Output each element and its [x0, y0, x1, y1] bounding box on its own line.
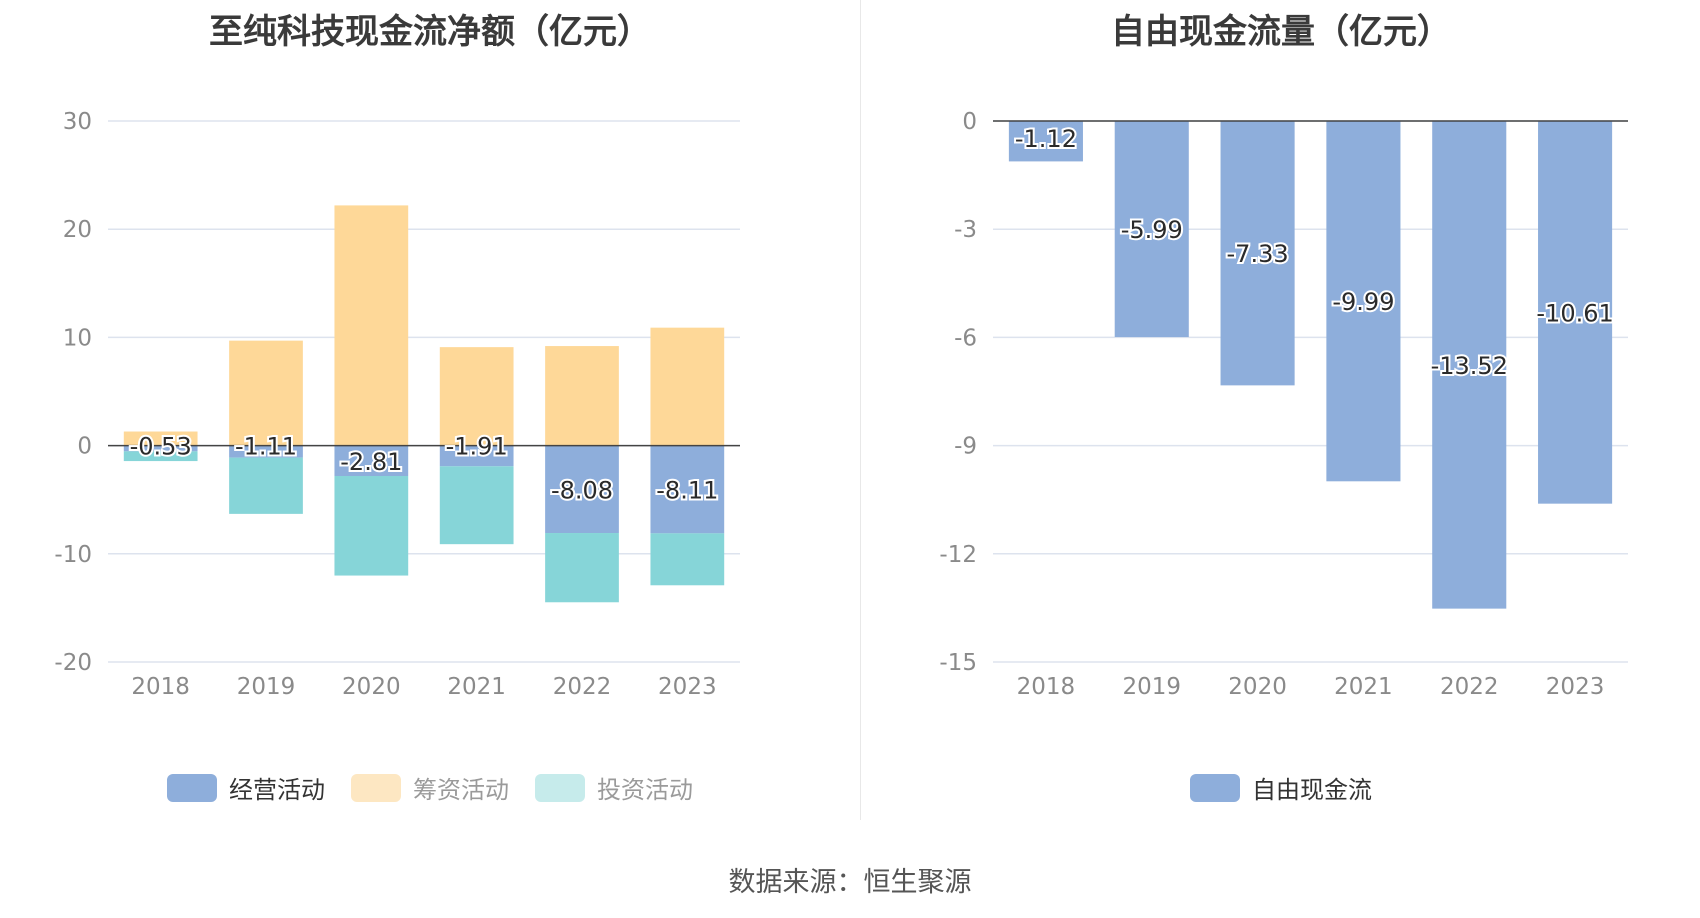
bar-经营活动-2021[interactable]	[439, 445, 514, 467]
legend-item-financing[interactable]: 筹资活动	[351, 770, 509, 805]
bar-经营活动-2018[interactable]	[123, 445, 198, 452]
y-tick-label: -12	[939, 542, 977, 568]
bar-投资活动-2022[interactable]	[545, 533, 619, 603]
bar-投资活动-2023[interactable]	[650, 533, 725, 586]
bar-筹资活动-2021[interactable]	[439, 347, 514, 446]
x-tick-label: 2023	[658, 674, 717, 700]
y-tick-label: 30	[63, 109, 92, 135]
left-chart-plot: 30 20 10 0 -10 -20 2018 2019 2020 2021 2022 2023 -0.…	[54, 109, 740, 700]
data-label-2018: -0.53	[130, 433, 192, 461]
x-tick-label: 2021	[447, 674, 506, 700]
panel-divider	[860, 0, 861, 820]
y-tick-label: -9	[954, 434, 977, 460]
data-label-2020: -2.81	[340, 448, 402, 476]
legend-swatch-operating	[167, 773, 217, 802]
legend-label-financing: 筹资活动	[413, 776, 509, 804]
x-tick-label: 2019	[1122, 674, 1181, 700]
data-label-2023: -8.11	[656, 476, 718, 504]
data-label-2019: -1.11	[235, 433, 297, 461]
legend-item-free-cash-flow[interactable]: 自由现金流	[1190, 770, 1372, 805]
legend-label-investing: 投资活动	[597, 776, 693, 804]
data-label-2021: -9.99	[1332, 288, 1394, 316]
bar-投资活动-2020[interactable]	[334, 476, 409, 576]
x-tick-label: 2018	[131, 674, 190, 700]
x-tick-label: 2020	[1228, 674, 1287, 700]
data-label-2020: -7.33	[1227, 240, 1289, 268]
left-chart-title: 至纯科技现金流净额（亿元）	[209, 12, 651, 52]
bar-筹资活动-2019[interactable]	[229, 340, 303, 446]
y-tick-label: 0	[962, 109, 977, 135]
right-chart-plot: 0 -3 -6 -9 -12 -15 2018 2019 2020 2021 2022 2023 -1.…	[939, 109, 1628, 700]
bar-自由现金流-2020[interactable]	[1220, 121, 1295, 386]
bar-投资活动-2018[interactable]	[123, 451, 198, 462]
bar-经营活动-2022[interactable]	[545, 445, 619, 534]
y-tick-label: -15	[939, 650, 977, 676]
right-chart-legend: 自由现金流	[862, 770, 1700, 805]
bar-经营活动-2020[interactable]	[334, 445, 409, 477]
x-tick-label: 2020	[342, 674, 401, 700]
bar-筹资活动-2022[interactable]	[545, 346, 619, 446]
bar-投资活动-2019[interactable]	[229, 457, 303, 514]
legend-label-operating: 经营活动	[229, 776, 325, 804]
legend-swatch-financing	[351, 773, 401, 802]
legend-item-investing[interactable]: 投资活动	[535, 770, 693, 805]
bar-自由现金流-2019[interactable]	[1114, 121, 1189, 338]
y-tick-label: -3	[954, 217, 977, 243]
legend-swatch-investing	[535, 773, 585, 802]
bar-筹资活动-2023[interactable]	[650, 327, 725, 446]
bar-自由现金流-2021[interactable]	[1326, 121, 1401, 482]
x-tick-label: 2023	[1546, 674, 1605, 700]
right-chart-panel: 自由现金流量（亿元） 0 -3 -6 -9 -12 -15 2018 2019 2020 2021…	[862, 0, 1700, 830]
legend-label-free-cash-flow: 自由现金流	[1252, 776, 1372, 804]
data-label-2022: -13.52	[1431, 352, 1508, 380]
y-tick-label: 20	[63, 217, 92, 243]
left-chart-panel: 至纯科技现金流净额（亿元） 30 20 10 0 -10 -20 2018 2019 2020 2…	[0, 0, 860, 830]
x-tick-label: 2022	[1440, 674, 1499, 700]
right-chart-title: 自由现金流量（亿元）	[1111, 12, 1451, 52]
y-tick-label: -10	[54, 542, 92, 568]
x-tick-label: 2022	[553, 674, 612, 700]
bar-经营活动-2023[interactable]	[650, 445, 725, 534]
bar-筹资活动-2020[interactable]	[334, 205, 409, 446]
y-tick-label: -20	[54, 650, 92, 676]
data-label-2021: -1.91	[446, 433, 508, 461]
bar-自由现金流-2023[interactable]	[1538, 121, 1613, 504]
data-label-2023: -10.61	[1536, 299, 1613, 327]
x-tick-label: 2019	[237, 674, 296, 700]
legend-item-operating[interactable]: 经营活动	[167, 770, 325, 805]
bar-自由现金流-2018[interactable]	[1008, 121, 1083, 162]
left-chart-legend: 经营活动 筹资活动 投资活动	[0, 770, 860, 805]
bar-自由现金流-2022[interactable]	[1432, 121, 1507, 609]
legend-swatch-free-cash-flow	[1190, 773, 1240, 802]
data-source-note: 数据来源：恒生聚源	[728, 867, 972, 898]
x-tick-label: 2018	[1017, 674, 1076, 700]
y-tick-label: 10	[63, 325, 92, 351]
y-tick-label: -6	[954, 325, 977, 351]
data-label-2022: -8.08	[551, 476, 613, 504]
y-tick-label: 0	[77, 434, 92, 460]
data-label-2018: -1.12	[1015, 125, 1077, 153]
bar-投资活动-2021[interactable]	[439, 466, 514, 545]
bar-筹资活动-2018[interactable]	[123, 431, 198, 446]
bar-经营活动-2019[interactable]	[229, 445, 303, 458]
data-label-2019: -5.99	[1121, 216, 1183, 244]
x-tick-label: 2021	[1334, 674, 1393, 700]
